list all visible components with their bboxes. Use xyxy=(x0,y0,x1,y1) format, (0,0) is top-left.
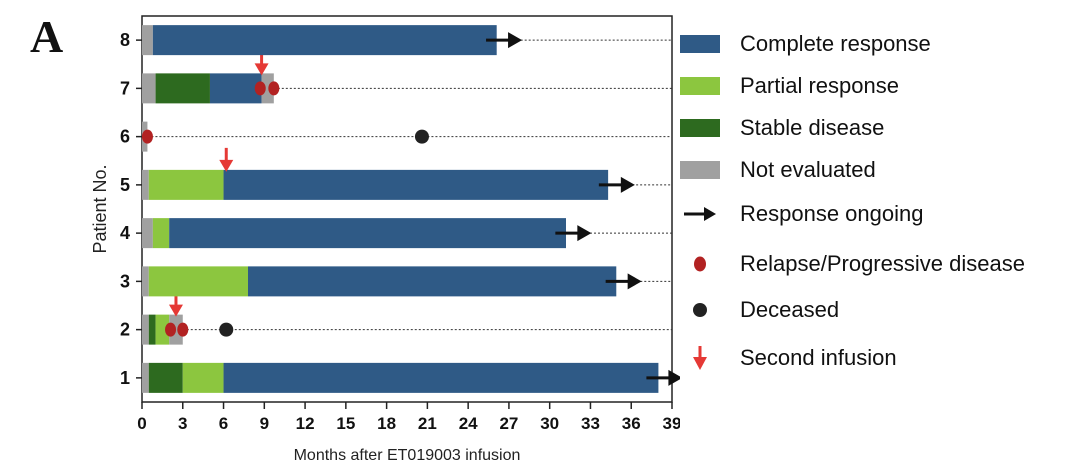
bar-segment-stable xyxy=(148,314,156,345)
response-ongoing-arrowhead xyxy=(668,369,680,386)
bar-segment-not-evaluated xyxy=(142,266,149,297)
bar-segment-partial xyxy=(182,362,224,393)
bar-segment-partial xyxy=(152,218,170,249)
panel-label: A xyxy=(30,11,64,62)
x-tick-label: 24 xyxy=(459,414,478,433)
deceased-marker xyxy=(414,129,429,144)
response-ongoing-arrowhead xyxy=(577,225,592,242)
x-axis-label: Months after ET019003 infusion xyxy=(294,447,521,464)
not-evaluated-swatch xyxy=(680,161,720,179)
legend-label: Relapse/Progressive disease xyxy=(740,251,1025,276)
x-tick-label: 15 xyxy=(336,414,355,433)
bar-segment-complete xyxy=(169,218,566,249)
red-dot-icon xyxy=(694,256,706,272)
down-arrow-icon xyxy=(693,346,707,370)
second-infusion-arrowhead xyxy=(219,159,234,172)
bar-segment-complete xyxy=(152,25,497,56)
bar-segment-not-evaluated xyxy=(142,25,153,56)
bar-segment-not-evaluated xyxy=(142,73,156,104)
legend-label: Complete response xyxy=(740,31,931,56)
second-infusion-arrowhead xyxy=(254,63,269,76)
x-tick-label: 21 xyxy=(418,414,437,433)
bar-segment-partial xyxy=(148,266,248,297)
x-tick-label: 27 xyxy=(499,414,518,433)
legend-item-not-evaluated: Not evaluated xyxy=(680,150,876,190)
response-ongoing-arrowhead xyxy=(627,273,642,290)
right-arrow-icon xyxy=(684,207,716,221)
legend-label: Not evaluated xyxy=(740,157,876,182)
patient-label: 7 xyxy=(120,78,130,98)
black-dot-icon xyxy=(693,303,707,317)
x-tick-label: 0 xyxy=(137,414,146,433)
patient-label: 8 xyxy=(120,30,130,50)
bar-segment-stable xyxy=(155,73,210,104)
patient-label: 3 xyxy=(120,271,130,291)
x-tick-label: 6 xyxy=(219,414,228,433)
legend-item-arrow: Response ongoing xyxy=(680,194,923,234)
legend-item-relapse: Relapse/Progressive disease xyxy=(680,244,1025,284)
bar-segment-not-evaluated xyxy=(261,73,274,104)
legend-label: Partial response xyxy=(740,73,899,98)
x-tick-label: 3 xyxy=(178,414,187,433)
legend-item-complete: Complete response xyxy=(680,24,931,64)
stable-swatch xyxy=(680,119,720,137)
legend-label: Stable disease xyxy=(740,115,885,140)
bar-segment-not-evaluated xyxy=(142,218,153,249)
patient-label: 5 xyxy=(120,175,130,195)
partial-swatch xyxy=(680,77,720,95)
relapse-marker xyxy=(268,81,280,96)
patient-label: 1 xyxy=(120,368,130,388)
bar-segment-partial xyxy=(155,314,170,345)
relapse-marker xyxy=(141,129,153,144)
bar-segment-not-evaluated xyxy=(142,314,149,345)
deceased-marker xyxy=(219,322,234,337)
x-tick-label: 33 xyxy=(581,414,600,433)
legend-item-infusion: Second infusion xyxy=(680,338,897,378)
legend-item-stable: Stable disease xyxy=(680,108,884,148)
patient-label: 4 xyxy=(120,223,130,243)
legend-item-deceased: Deceased xyxy=(680,290,839,330)
legend-label: Deceased xyxy=(740,297,840,322)
legend-label: Response ongoing xyxy=(740,201,924,226)
bar-segment-complete xyxy=(223,169,609,200)
x-tick-label: 39 xyxy=(663,414,680,433)
second-infusion-arrowhead xyxy=(168,304,183,317)
x-tick-label: 30 xyxy=(540,414,559,433)
x-tick-label: 9 xyxy=(260,414,269,433)
bar-segment-not-evaluated xyxy=(142,169,149,200)
bar-segment-complete xyxy=(223,362,659,393)
relapse-marker xyxy=(254,81,266,96)
complete-swatch xyxy=(680,35,720,53)
relapse-marker xyxy=(177,322,189,337)
x-tick-label: 36 xyxy=(622,414,641,433)
legend-item-partial: Partial response xyxy=(680,66,899,106)
bar-segment-complete xyxy=(248,266,617,297)
bar-segment-stable xyxy=(148,362,183,393)
patient-label: 6 xyxy=(120,127,130,147)
legend-label: Second infusion xyxy=(740,345,897,370)
bar-segment-complete xyxy=(209,73,262,104)
x-tick-label: 18 xyxy=(377,414,396,433)
plot-frame xyxy=(141,15,673,403)
patient-label: 2 xyxy=(120,320,130,340)
x-tick-label: 12 xyxy=(296,414,315,433)
response-ongoing-arrowhead xyxy=(620,176,635,193)
bar-segment-partial xyxy=(148,169,224,200)
response-ongoing-arrowhead xyxy=(508,32,523,49)
y-axis-label: Patient No. xyxy=(90,164,110,253)
relapse-marker xyxy=(165,322,177,337)
bar-segment-not-evaluated xyxy=(142,362,149,393)
